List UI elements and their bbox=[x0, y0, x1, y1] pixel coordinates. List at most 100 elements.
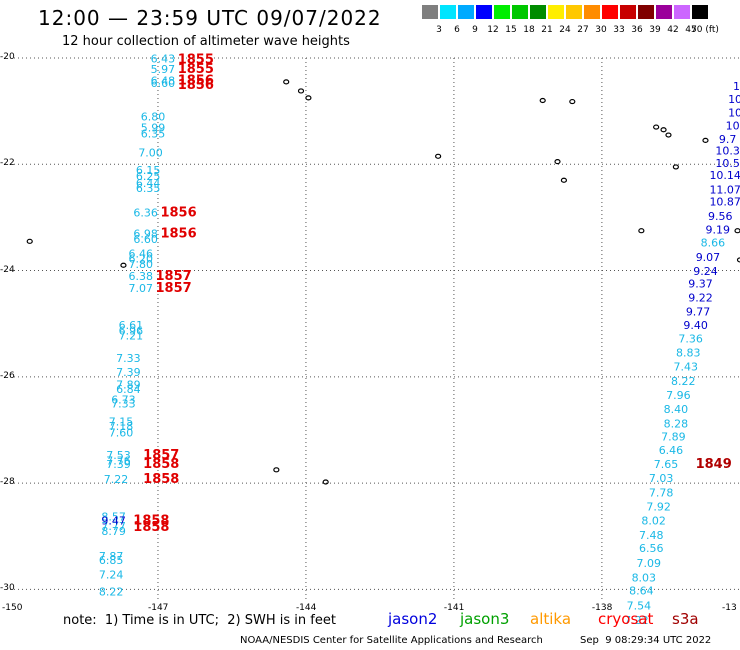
legend-swatch bbox=[458, 5, 474, 19]
island-outline bbox=[653, 124, 660, 130]
wave-height-label: 9.07 bbox=[696, 251, 721, 264]
wave-height-label: 9.47 bbox=[101, 515, 126, 528]
wave-height-label: 10 bbox=[733, 80, 740, 93]
satellite-legend-jason3: jason3 bbox=[460, 610, 510, 628]
wave-height-label: 10.14 bbox=[709, 169, 740, 182]
wave-height-label: 6.80 bbox=[141, 111, 166, 124]
wave-height-label: 6.20 bbox=[128, 253, 153, 266]
wave-height-label: 6.38 bbox=[128, 270, 153, 283]
pass-time-label: 1855 bbox=[178, 62, 214, 77]
wave-height-label: 7.77 bbox=[101, 520, 126, 533]
chart-subtitle: 12 hour collection of altimeter wave hei… bbox=[62, 34, 350, 49]
legend-swatch bbox=[674, 5, 690, 19]
wave-height-label: 6.15 bbox=[136, 164, 161, 177]
legend-label: 42 bbox=[667, 25, 679, 35]
wave-height-label: 7.39 bbox=[106, 458, 131, 471]
wave-height-label: 7.80 bbox=[128, 258, 153, 271]
wave-height-label: 7.07 bbox=[128, 282, 153, 295]
wave-height-label: 6.98 bbox=[133, 228, 158, 241]
legend-label: 12 bbox=[487, 25, 499, 35]
wave-height-label: 7.65 bbox=[654, 458, 679, 471]
wave-height-label: 9.19 bbox=[706, 223, 731, 236]
wave-height-label: 7.43 bbox=[673, 360, 698, 373]
wave-height-label: 7.60 bbox=[109, 426, 134, 439]
legend-label: 30 bbox=[595, 25, 607, 35]
wave-height-label: 11.07 bbox=[709, 184, 740, 197]
wave-height-label: 6.56 bbox=[639, 542, 664, 555]
y-tick-label: -26 bbox=[0, 370, 15, 381]
legend-swatch bbox=[440, 5, 456, 19]
legend-label: 9 bbox=[472, 25, 478, 35]
wave-height-label: 7.96 bbox=[666, 389, 691, 402]
wave-height-label: 6.85 bbox=[99, 554, 124, 567]
wave-height-label: 8.83 bbox=[676, 347, 701, 360]
wave-height-label: 7.54 bbox=[627, 600, 652, 613]
wave-height-label: 6.61 bbox=[119, 319, 144, 332]
wave-height-label: 6.73 bbox=[111, 393, 136, 406]
legend-swatch bbox=[512, 5, 528, 19]
wave-height-label: 7.87 bbox=[99, 550, 124, 563]
wave-height-label: 9.37 bbox=[688, 278, 713, 291]
wave-height-label: 6.48 bbox=[151, 75, 176, 88]
island-coastlines bbox=[26, 79, 740, 485]
wave-height-label: 6.84 bbox=[116, 383, 141, 396]
legend-label: 39 bbox=[649, 25, 661, 35]
island-outline bbox=[672, 164, 679, 170]
wave-height-label: 7.39 bbox=[116, 366, 141, 379]
x-tick-label: -150 bbox=[2, 603, 23, 613]
legend-swatch bbox=[692, 5, 708, 19]
wave-height-label: 5.97 bbox=[151, 63, 176, 76]
wave-height-label: 7.21 bbox=[119, 330, 144, 343]
wave-height-labels: 6.435.976.486.606.805.996.357.006.156.25… bbox=[99, 52, 740, 627]
wave-height-label: 9.22 bbox=[688, 291, 713, 304]
pass-time-label: 1855 bbox=[178, 52, 214, 67]
wave-height-label: 10.3 bbox=[715, 145, 740, 158]
island-outline bbox=[305, 95, 312, 101]
island-outline bbox=[702, 137, 709, 143]
pass-time-label: 1856 bbox=[178, 78, 214, 93]
wave-height-label: 9.24 bbox=[693, 265, 718, 278]
legend-label: 6 bbox=[454, 25, 460, 35]
pass-time-label: 1857 bbox=[156, 269, 192, 284]
pass-time-label: 1857 bbox=[143, 448, 179, 463]
legend-label: 18 bbox=[523, 25, 535, 35]
island-outline bbox=[322, 479, 329, 485]
wave-height-label: 8.66 bbox=[701, 237, 726, 250]
pass-time-label: 1856 bbox=[160, 205, 196, 220]
wave-height-label: 7.89 bbox=[661, 431, 686, 444]
x-tick-label: -147 bbox=[147, 603, 169, 613]
wave-height-label: 7.24 bbox=[99, 569, 124, 582]
wave-height-label: 7.09 bbox=[637, 557, 662, 570]
wave-height-label: 8.28 bbox=[664, 417, 689, 430]
y-tick-label: -20 bbox=[0, 52, 15, 62]
island-outline bbox=[734, 228, 740, 234]
generation-timestamp: Sep 9 08:29:34 UTC 2022 bbox=[580, 635, 712, 646]
wave-height-label: 8.79 bbox=[101, 525, 126, 538]
satellite-legend-s3a: s3a bbox=[672, 610, 699, 628]
island-outline bbox=[660, 127, 667, 133]
wave-height-label: 7.03 bbox=[649, 472, 674, 485]
island-outline bbox=[569, 98, 576, 105]
island-outline bbox=[435, 153, 442, 159]
legend-label: 36 bbox=[631, 25, 643, 35]
legend-swatch bbox=[566, 5, 582, 19]
wave-height-label: 10.5 bbox=[715, 157, 740, 170]
legend-swatch bbox=[584, 5, 600, 19]
wave-height-label: 5.99 bbox=[141, 121, 166, 134]
wave-height-label: 6.36 bbox=[133, 206, 158, 219]
island-outline bbox=[26, 238, 33, 244]
legend-swatch bbox=[602, 5, 618, 19]
island-outline bbox=[665, 132, 672, 138]
wave-height-label: 7.36 bbox=[678, 332, 703, 345]
legend-label: 70 (ft) bbox=[691, 25, 719, 35]
footnote: note: 1) Time is in UTC; 2) SWH is in fe… bbox=[63, 613, 336, 628]
wave-height-label: 6.35 bbox=[141, 128, 166, 141]
credit-line: NOAA/NESDIS Center for Satellite Applica… bbox=[240, 635, 543, 646]
wave-height-label: 7.22 bbox=[624, 614, 649, 627]
pass-time-label: 1849 bbox=[696, 457, 732, 472]
legend-swatch bbox=[656, 5, 672, 19]
wave-height-label: 8.03 bbox=[632, 571, 657, 584]
y-tick-label: -30 bbox=[0, 583, 15, 594]
wave-height-label: 7.76 bbox=[106, 455, 131, 468]
wave-height-label: 8.22 bbox=[99, 586, 124, 599]
